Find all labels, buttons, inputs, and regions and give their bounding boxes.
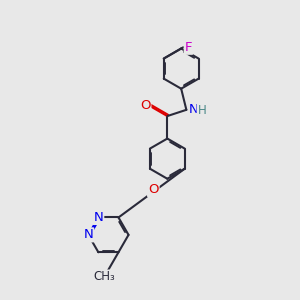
Text: N: N: [189, 103, 199, 116]
Text: N: N: [83, 228, 93, 242]
Text: F: F: [185, 41, 192, 54]
Text: N: N: [94, 211, 103, 224]
Text: CH₃: CH₃: [93, 271, 115, 284]
Text: O: O: [148, 183, 159, 196]
Text: H: H: [198, 104, 206, 117]
Text: O: O: [140, 99, 150, 112]
